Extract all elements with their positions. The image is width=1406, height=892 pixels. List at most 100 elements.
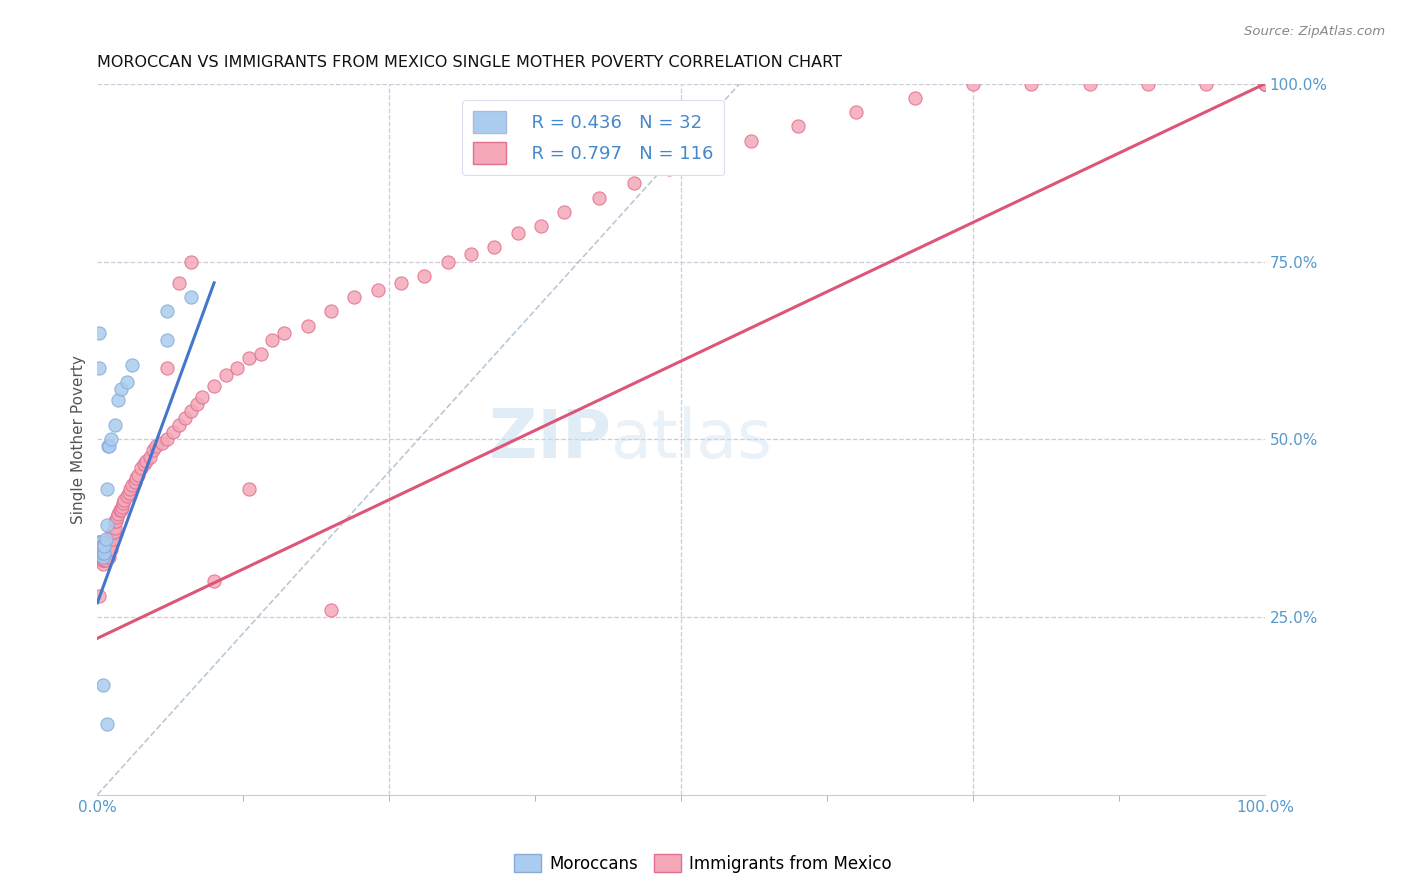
Point — [87, 361, 110, 376]
Point — [98, 539, 121, 553]
Point — [118, 482, 141, 496]
Point — [142, 442, 165, 457]
Point — [89, 549, 111, 564]
Point — [98, 542, 121, 557]
Point — [87, 539, 110, 553]
Point — [91, 542, 114, 557]
Point — [1254, 77, 1277, 91]
Point — [367, 283, 389, 297]
Point — [112, 496, 135, 510]
Point — [104, 514, 127, 528]
Point — [91, 557, 114, 571]
Point — [740, 134, 762, 148]
Point — [506, 226, 529, 240]
Point — [96, 716, 118, 731]
Point — [98, 532, 121, 546]
Point — [623, 177, 645, 191]
Point — [91, 542, 114, 557]
Point — [89, 542, 111, 557]
Point — [94, 539, 117, 553]
Point — [962, 77, 984, 91]
Point — [91, 546, 114, 560]
Point — [693, 148, 716, 162]
Point — [96, 542, 118, 557]
Point — [215, 368, 238, 383]
Legend:   R = 0.436   N = 32,   R = 0.797   N = 116: R = 0.436 N = 32, R = 0.797 N = 116 — [463, 100, 724, 175]
Point — [904, 91, 927, 105]
Point — [1021, 77, 1043, 91]
Point — [94, 546, 117, 560]
Point — [100, 432, 122, 446]
Point — [180, 290, 202, 304]
Text: atlas: atlas — [612, 406, 772, 472]
Point — [97, 439, 120, 453]
Point — [93, 549, 115, 564]
Point — [1254, 77, 1277, 91]
Point — [436, 254, 458, 268]
Point — [91, 553, 114, 567]
Point — [98, 439, 121, 453]
Point — [162, 425, 184, 439]
Point — [118, 485, 141, 500]
Point — [104, 521, 127, 535]
Point — [107, 393, 129, 408]
Point — [124, 475, 146, 489]
Point — [1254, 77, 1277, 91]
Point — [1254, 77, 1277, 91]
Point — [91, 677, 114, 691]
Point — [100, 528, 122, 542]
Point — [156, 333, 179, 347]
Y-axis label: Single Mother Poverty: Single Mother Poverty — [72, 355, 86, 524]
Point — [87, 535, 110, 549]
Point — [103, 524, 125, 539]
Point — [97, 539, 120, 553]
Point — [121, 358, 143, 372]
Point — [530, 219, 553, 233]
Point — [96, 549, 118, 564]
Point — [110, 503, 132, 517]
Point — [145, 439, 167, 453]
Text: Source: ZipAtlas.com: Source: ZipAtlas.com — [1244, 25, 1385, 38]
Point — [101, 524, 124, 539]
Point — [90, 539, 112, 553]
Point — [658, 162, 681, 177]
Point — [786, 120, 808, 134]
Point — [1254, 77, 1277, 91]
Point — [238, 351, 260, 365]
Point — [90, 549, 112, 564]
Point — [460, 247, 482, 261]
Point — [93, 542, 115, 557]
Point — [121, 478, 143, 492]
Point — [180, 404, 202, 418]
Point — [1254, 77, 1277, 91]
Point — [101, 532, 124, 546]
Point — [91, 539, 114, 553]
Point — [226, 361, 249, 376]
Legend: Moroccans, Immigrants from Mexico: Moroccans, Immigrants from Mexico — [508, 847, 898, 880]
Point — [93, 539, 115, 553]
Point — [91, 546, 114, 560]
Point — [91, 539, 114, 553]
Point — [319, 304, 342, 318]
Point — [389, 276, 412, 290]
Point — [111, 500, 134, 514]
Point — [96, 482, 118, 496]
Point — [96, 539, 118, 553]
Point — [94, 532, 117, 546]
Point — [93, 553, 115, 567]
Point — [90, 553, 112, 567]
Point — [87, 589, 110, 603]
Point — [319, 603, 342, 617]
Point — [87, 326, 110, 340]
Point — [1254, 77, 1277, 91]
Point — [89, 542, 111, 557]
Point — [98, 549, 121, 564]
Point — [139, 450, 162, 464]
Point — [91, 546, 114, 560]
Point — [553, 204, 575, 219]
Point — [1137, 77, 1160, 91]
Text: ZIP: ZIP — [489, 406, 612, 472]
Point — [186, 397, 208, 411]
Point — [1078, 77, 1101, 91]
Point — [167, 276, 190, 290]
